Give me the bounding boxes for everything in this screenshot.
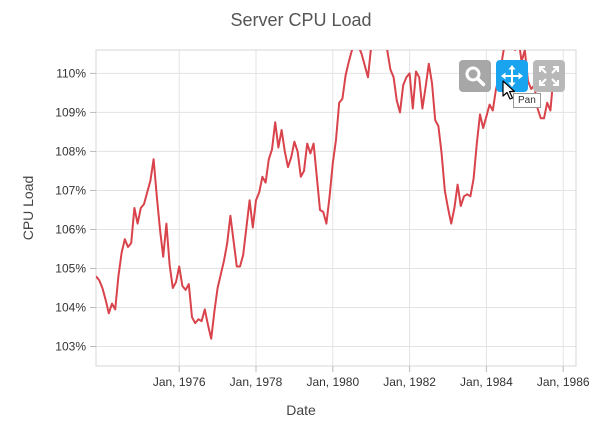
x-tick-label: Jan, 1980 <box>306 375 359 389</box>
x-tick-label: Jan, 1984 <box>460 375 513 389</box>
mouse-cursor-icon <box>502 80 516 100</box>
plot-area-border <box>95 49 577 367</box>
magnifier-icon <box>465 66 486 87</box>
y-tick-label: 107% <box>55 183 86 197</box>
y-tick-label: 108% <box>55 144 86 158</box>
y-tick-label: 110% <box>56 66 86 80</box>
pan-tooltip: Pan <box>513 93 541 108</box>
series-line-cpu-load <box>96 50 558 340</box>
zoom-button[interactable] <box>459 60 491 92</box>
chart-title: Server CPU Load <box>230 10 372 30</box>
y-axis-title: CPU Load <box>20 175 36 241</box>
y-tick-label: 106% <box>55 222 86 236</box>
y-tick-label: 103% <box>55 339 86 353</box>
reset-zoom-button[interactable] <box>533 60 565 92</box>
pan-button[interactable] <box>496 60 528 92</box>
pan-arrows-icon <box>501 65 523 87</box>
y-tick-label: 109% <box>55 105 86 119</box>
x-tick-label: Jan, 1976 <box>153 375 206 389</box>
x-tick-label: Jan, 1978 <box>230 375 283 389</box>
y-axis: 103% 104% 105% 106% 107% 108% 109% 110% <box>55 66 96 353</box>
x-tick-label: Jan, 1982 <box>383 375 436 389</box>
x-axis: Jan, 1976 Jan, 1978 Jan, 1980 Jan, 1982 Jan,… <box>153 366 590 389</box>
reset-zoom-icon <box>539 66 559 86</box>
x-tick-label: Jan, 1986 <box>537 375 590 389</box>
y-tick-label: 105% <box>55 261 86 275</box>
y-tick-label: 104% <box>55 300 86 314</box>
x-axis-title: Date <box>286 402 316 418</box>
